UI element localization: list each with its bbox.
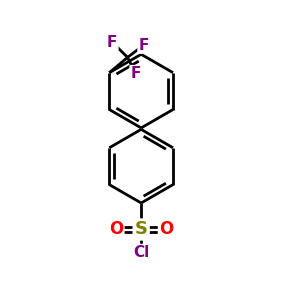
Text: F: F [107,34,117,50]
Text: O: O [109,220,123,238]
Text: F: F [130,66,141,81]
Text: O: O [159,220,173,238]
Text: F: F [139,38,149,52]
Text: Cl: Cl [133,245,149,260]
Text: S: S [135,220,148,238]
